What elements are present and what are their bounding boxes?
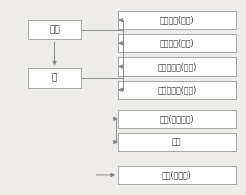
Bar [28, 20, 81, 39]
Bar [118, 133, 235, 151]
Text: 提点刑狱司(宪司): 提点刑狱司(宪司) [157, 62, 197, 71]
Text: 安抚使司(帅司): 安抚使司(帅司) [159, 16, 194, 25]
Bar [118, 166, 235, 184]
Text: 提举常平司(仓司): 提举常平司(仓司) [157, 85, 197, 94]
Text: 通判: 通判 [172, 137, 182, 146]
Bar [118, 110, 235, 128]
Text: 转运使司(漕司): 转运使司(漕司) [159, 39, 194, 48]
Text: 路: 路 [52, 74, 57, 83]
Bar [28, 68, 81, 88]
Bar [118, 57, 235, 76]
Bar [118, 34, 235, 52]
Bar [118, 81, 235, 99]
Bar [118, 11, 235, 29]
Text: 知州(或知府等): 知州(或知府等) [159, 114, 194, 123]
Text: 中央: 中央 [49, 25, 60, 34]
Text: 知县(或县令): 知县(或县令) [162, 170, 192, 179]
